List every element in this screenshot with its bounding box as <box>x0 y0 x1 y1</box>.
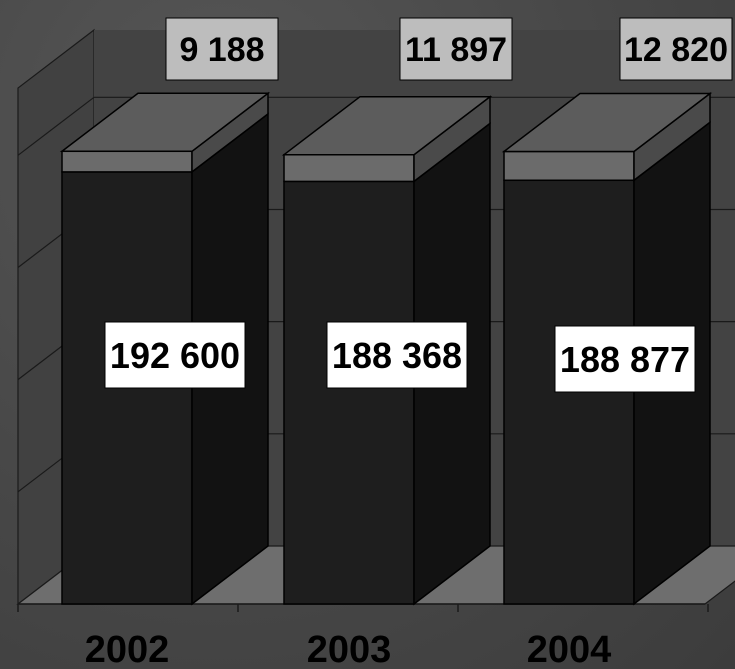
value-label-box-2002-extra <box>165 17 279 81</box>
value-label-box-2003 <box>326 321 468 389</box>
value-label-2004-main: 188 877 <box>560 339 690 380</box>
value-label-2003-extra: 11 897 <box>405 31 507 69</box>
bar-2004-extra-front <box>503 150 635 182</box>
value-label-2004-extra: 12 820 <box>624 31 728 69</box>
bar-2003-top-face <box>281 95 493 156</box>
value-label-2003-main: 188 368 <box>332 335 462 376</box>
bar-2004-top-face <box>501 92 713 153</box>
bar-2002-extra-front <box>61 150 193 173</box>
value-label-box-2004 <box>554 325 696 393</box>
value-label-2002-extra: 9 188 <box>179 31 264 69</box>
x-tick-label-2003: 2003 <box>307 629 392 669</box>
x-tick-label-2002: 2002 <box>85 629 170 669</box>
labels-group: 192 600 9 188 2002 188 368 11 897 2003 188 877… <box>85 17 733 669</box>
x-tick-label-2004: 2004 <box>527 629 612 669</box>
bar-2002-top-face <box>59 92 271 153</box>
bar-2003-extra-front <box>283 153 415 183</box>
value-label-box-2002 <box>104 321 246 389</box>
value-label-box-2003-extra <box>399 17 513 81</box>
value-label-2002-main: 192 600 <box>110 335 240 376</box>
bar-2003-main-front <box>283 180 415 605</box>
value-label-box-2004-extra <box>619 17 733 81</box>
gridline <box>17 96 735 156</box>
